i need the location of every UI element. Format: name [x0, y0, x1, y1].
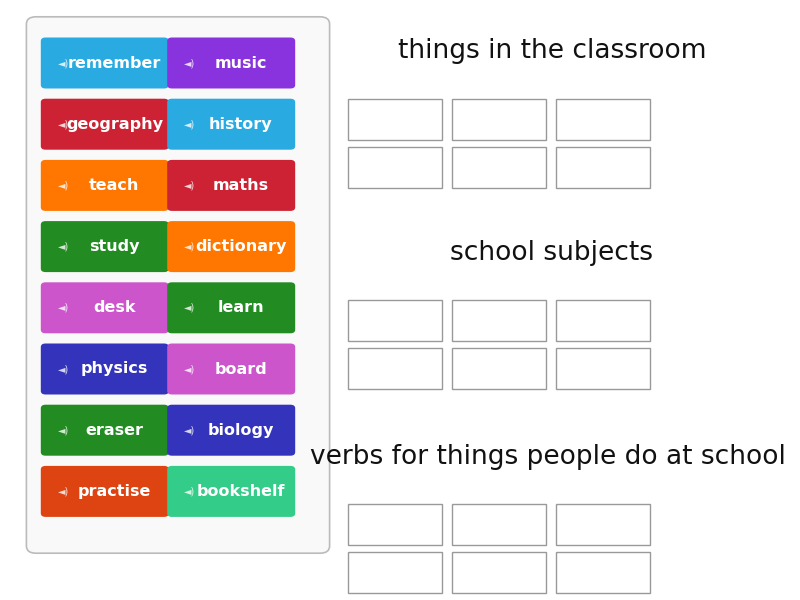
Text: biology: biology	[207, 422, 274, 438]
Bar	[452, 300, 546, 341]
Text: verbs for things people do at school: verbs for things people do at school	[310, 444, 786, 470]
FancyBboxPatch shape	[167, 37, 295, 88]
Bar	[452, 99, 546, 140]
Text: ◄): ◄)	[58, 58, 69, 68]
Text: remember: remember	[67, 55, 161, 70]
Text: things in the classroom: things in the classroom	[398, 38, 706, 64]
Text: geography: geography	[66, 116, 162, 131]
Text: school subjects: school subjects	[450, 240, 654, 266]
Bar	[452, 348, 546, 389]
Text: history: history	[209, 116, 273, 131]
FancyBboxPatch shape	[167, 98, 295, 149]
FancyBboxPatch shape	[41, 160, 169, 211]
Text: ◄): ◄)	[184, 181, 195, 190]
Bar	[556, 552, 650, 593]
Text: learn: learn	[218, 300, 264, 315]
FancyBboxPatch shape	[41, 343, 169, 395]
Text: ◄): ◄)	[184, 58, 195, 68]
FancyBboxPatch shape	[41, 282, 169, 333]
Text: practise: practise	[78, 484, 151, 499]
Text: study: study	[89, 239, 139, 254]
Text: music: music	[214, 55, 267, 70]
Text: ◄): ◄)	[58, 181, 69, 190]
Text: ◄): ◄)	[58, 364, 69, 374]
Text: ◄): ◄)	[184, 242, 195, 251]
Text: ◄): ◄)	[184, 364, 195, 374]
Bar	[348, 99, 442, 140]
Text: ◄): ◄)	[184, 303, 195, 313]
Text: ◄): ◄)	[58, 119, 69, 129]
Text: dictionary: dictionary	[195, 239, 286, 254]
Text: ◄): ◄)	[184, 119, 195, 129]
Bar	[452, 504, 546, 545]
Text: teach: teach	[89, 178, 139, 193]
Text: board: board	[214, 361, 267, 377]
Bar	[348, 504, 442, 545]
Text: bookshelf: bookshelf	[197, 484, 285, 499]
FancyBboxPatch shape	[41, 221, 169, 272]
Bar	[348, 300, 442, 341]
FancyBboxPatch shape	[41, 37, 169, 88]
Bar	[556, 99, 650, 140]
Bar	[452, 552, 546, 593]
FancyBboxPatch shape	[167, 404, 295, 456]
Bar	[348, 552, 442, 593]
FancyBboxPatch shape	[41, 466, 169, 517]
Text: ◄): ◄)	[58, 303, 69, 313]
FancyBboxPatch shape	[167, 282, 295, 333]
FancyBboxPatch shape	[41, 404, 169, 456]
FancyBboxPatch shape	[167, 466, 295, 517]
Text: ◄): ◄)	[184, 425, 195, 435]
FancyBboxPatch shape	[167, 160, 295, 211]
FancyBboxPatch shape	[167, 221, 295, 272]
Bar	[556, 147, 650, 188]
Text: ◄): ◄)	[58, 242, 69, 251]
FancyBboxPatch shape	[26, 17, 330, 553]
Bar	[348, 348, 442, 389]
Text: ◄): ◄)	[58, 425, 69, 435]
Bar	[348, 147, 442, 188]
FancyBboxPatch shape	[41, 98, 169, 149]
Text: ◄): ◄)	[184, 487, 195, 496]
Bar	[556, 300, 650, 341]
Bar	[556, 348, 650, 389]
Text: eraser: eraser	[86, 422, 143, 438]
Text: desk: desk	[93, 300, 135, 315]
Bar	[452, 147, 546, 188]
Text: physics: physics	[81, 361, 148, 377]
Text: ◄): ◄)	[58, 487, 69, 496]
Text: maths: maths	[213, 178, 269, 193]
Bar	[556, 504, 650, 545]
FancyBboxPatch shape	[167, 343, 295, 395]
